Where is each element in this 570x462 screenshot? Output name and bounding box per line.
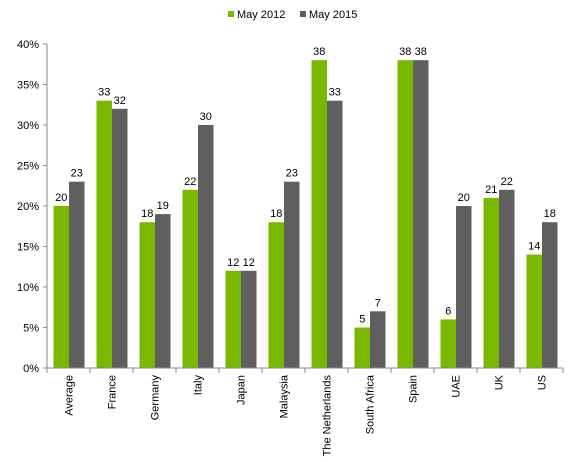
bar-series-2 [370, 311, 386, 368]
bar-series-2 [542, 222, 558, 368]
data-label: 18 [544, 208, 556, 220]
category-label: South Africa [365, 374, 377, 434]
bar-series-2 [499, 189, 515, 368]
y-tick-label: 35% [17, 80, 39, 92]
y-tick-label: 5% [23, 323, 39, 335]
data-label: 18 [141, 208, 153, 220]
category-label: US [537, 375, 549, 390]
category-label: Average [64, 375, 76, 416]
data-label: 33 [329, 87, 341, 99]
category-label: Malaysia [279, 374, 291, 418]
data-label: 32 [114, 95, 126, 107]
bar-series-1 [483, 197, 499, 368]
data-label: 7 [375, 297, 381, 309]
legend-label-2: May 2015 [309, 9, 357, 21]
data-label: 38 [313, 46, 325, 58]
y-tick-label: 15% [17, 242, 39, 254]
data-label: 30 [200, 111, 212, 123]
category-label: Spain [408, 375, 420, 403]
y-tick-label: 25% [17, 161, 39, 173]
legend-label-1: May 2012 [237, 9, 285, 21]
bar-series-2 [327, 100, 343, 368]
bar-series-1 [440, 319, 456, 368]
bar-series-2 [413, 60, 429, 368]
category-label: UAE [451, 375, 463, 398]
bar-series-1 [139, 222, 155, 368]
category-label: Germany [150, 375, 162, 421]
y-axis: 0% 5% 10% 15% 20% 25% 30% 35% 40% [17, 39, 48, 375]
bar-series-1 [311, 60, 327, 368]
bar-series-2 [456, 206, 472, 368]
data-label: 22 [184, 176, 196, 188]
bar-series-1 [182, 189, 198, 368]
data-label: 23 [286, 168, 298, 180]
bar-series-2 [284, 181, 300, 368]
y-tick-label: 40% [17, 39, 39, 51]
x-axis: Average France Germany Italy Japan Malaysia Th… [46, 367, 564, 457]
data-label: 19 [157, 200, 169, 212]
bar-series-2 [198, 125, 214, 368]
bar-series-2 [69, 181, 85, 368]
y-tick-label: 0% [23, 363, 39, 375]
data-label: 14 [528, 241, 540, 253]
bar-series-1 [96, 100, 112, 368]
legend-swatch-2 [300, 11, 306, 17]
category-label: France [107, 375, 119, 409]
category-label: Japan [236, 375, 248, 405]
data-label: 12 [243, 257, 255, 269]
bar-series-1 [397, 60, 413, 368]
y-tick-label: 30% [17, 120, 39, 132]
bar-series-1 [53, 206, 69, 368]
bars [53, 60, 558, 369]
bar-series-2 [241, 270, 257, 368]
bar-series-1 [268, 222, 284, 368]
data-label: 23 [71, 168, 83, 180]
y-tick-label: 10% [17, 282, 39, 294]
data-label: 38 [399, 46, 411, 58]
bar-series-1 [354, 327, 370, 368]
data-label: 5 [359, 314, 365, 326]
data-label: 6 [445, 305, 451, 317]
data-labels: 20 23 33 32 18 19 22 30 12 12 18 23 38 33 57 38 38 6 20 21 2… [55, 46, 556, 325]
data-label: 38 [415, 46, 427, 58]
category-label: The Netherlands [322, 375, 334, 457]
data-label: 18 [270, 208, 282, 220]
category-label: UK [494, 374, 506, 390]
data-label: 21 [485, 184, 497, 196]
data-label: 33 [98, 87, 110, 99]
bar-series-1 [225, 270, 241, 368]
data-label: 22 [501, 176, 513, 188]
bar-series-1 [526, 254, 542, 368]
y-tick-label: 20% [17, 201, 39, 213]
data-label: 20 [458, 192, 470, 204]
legend: May 2012 May 2015 [228, 9, 357, 21]
data-label: 20 [55, 192, 67, 204]
bar-series-2 [155, 214, 171, 368]
bar-series-2 [112, 108, 128, 369]
category-label: Italy [193, 375, 205, 396]
legend-swatch-1 [228, 11, 234, 17]
data-label: 12 [227, 257, 239, 269]
